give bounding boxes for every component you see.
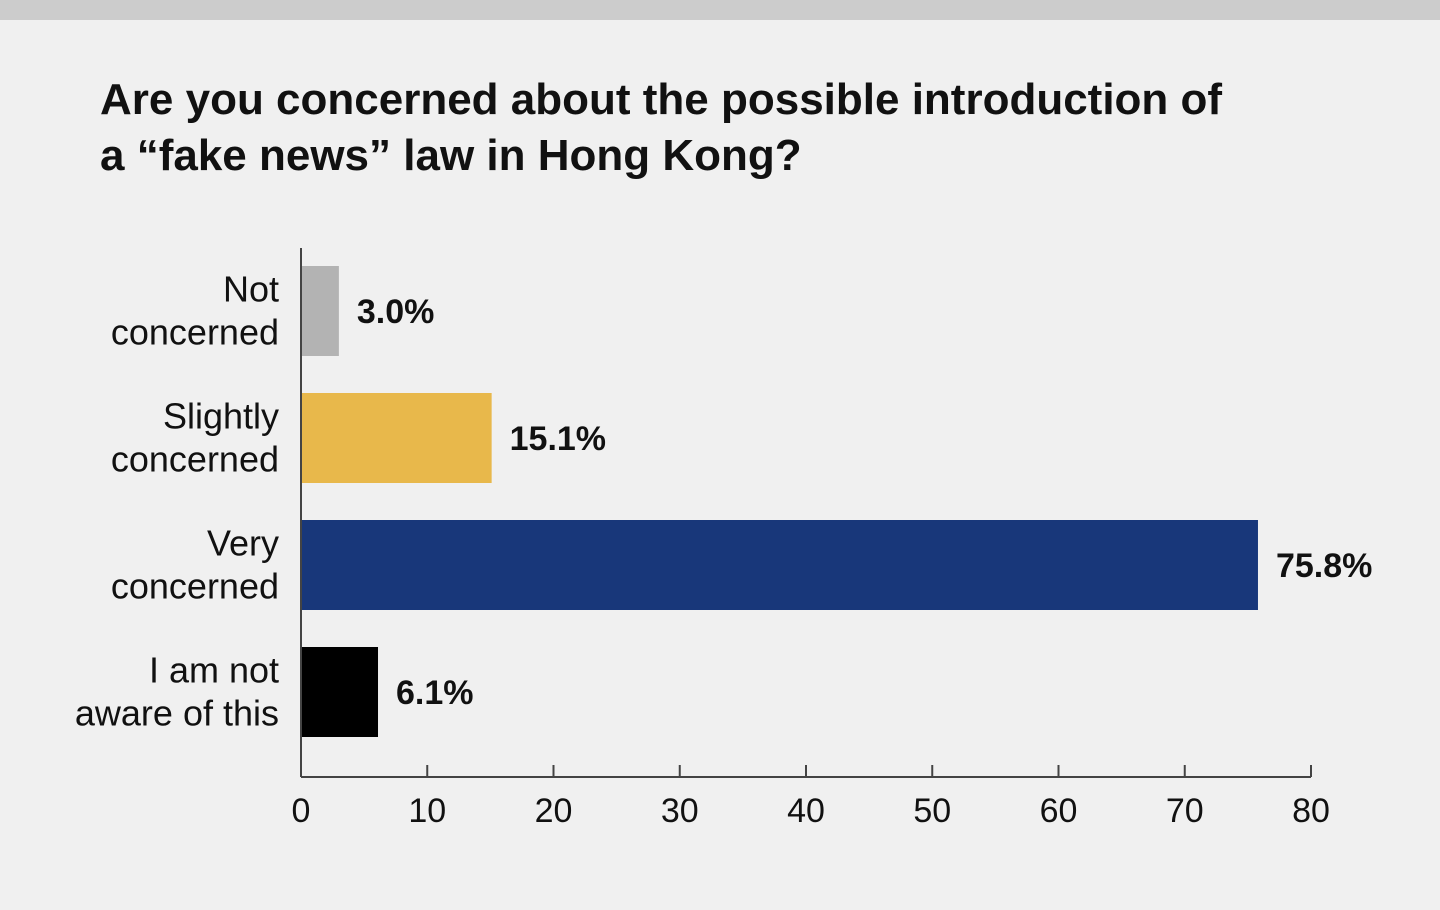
x-tick-label: 70 xyxy=(1166,792,1204,830)
category-label: I am not xyxy=(149,650,279,691)
bar xyxy=(301,520,1258,610)
x-tick-label: 30 xyxy=(661,792,699,830)
category-label: Slightly xyxy=(163,396,279,437)
x-tick-label: 50 xyxy=(913,792,951,830)
bar xyxy=(301,647,379,737)
top-bar xyxy=(0,0,1440,20)
category-label: aware of this xyxy=(75,693,279,734)
category-label: concerned xyxy=(111,439,279,480)
chart-title-line-2: a “fake news” law in Hong Kong? xyxy=(100,131,802,180)
category-label: Not xyxy=(223,269,279,310)
category-label: concerned xyxy=(111,312,279,353)
x-tick-label: 60 xyxy=(1040,792,1078,830)
value-label: 6.1% xyxy=(396,674,474,712)
category-label: concerned xyxy=(111,566,279,607)
x-tick-label: 40 xyxy=(787,792,825,830)
value-label: 3.0% xyxy=(357,293,435,331)
chart-title-line-1: Are you concerned about the possible int… xyxy=(100,75,1223,124)
x-tick-label: 10 xyxy=(408,792,446,830)
value-label: 15.1% xyxy=(510,420,606,458)
x-tick-label: 80 xyxy=(1292,792,1330,830)
category-label: Very xyxy=(207,523,279,564)
x-tick-label: 0 xyxy=(292,792,311,830)
bar xyxy=(301,393,492,483)
chart-title: Are you concerned about the possible int… xyxy=(100,72,1300,184)
x-tick-label: 20 xyxy=(535,792,573,830)
value-label: 75.8% xyxy=(1276,547,1372,585)
bar xyxy=(301,266,339,356)
